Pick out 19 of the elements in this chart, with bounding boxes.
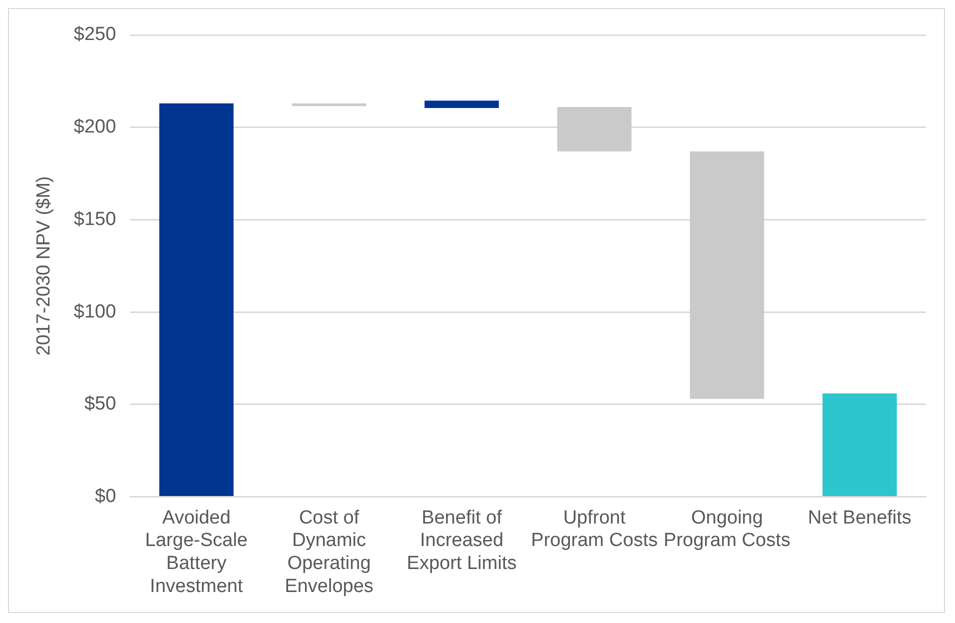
bar bbox=[159, 103, 234, 496]
x-tick-label: Cost of Dynamic Operating Envelopes bbox=[284, 507, 374, 597]
x-tick-label: Net Benefits bbox=[808, 507, 912, 528]
bar bbox=[292, 103, 366, 106]
x-tick-label: Ongoing Program Costs bbox=[664, 507, 790, 552]
bar bbox=[822, 393, 897, 496]
y-tick-label: $150 bbox=[74, 208, 116, 230]
bar bbox=[424, 100, 499, 108]
y-axis-title: 2017-2030 NPV ($M) bbox=[34, 176, 55, 356]
x-tick-label: Avoided Large-Scale Battery Investment bbox=[145, 507, 248, 597]
y-tick-label: $100 bbox=[74, 301, 116, 322]
y-tick-label: $50 bbox=[84, 394, 116, 415]
x-tick-label: Upfront Program Costs bbox=[531, 507, 658, 552]
y-tick-label: $200 bbox=[74, 116, 116, 138]
y-tick-label: $250 bbox=[74, 24, 116, 46]
x-tick-label: Benefit of Increased Export Limits bbox=[406, 507, 517, 574]
bar bbox=[557, 107, 632, 152]
y-tick-label: $0 bbox=[94, 486, 116, 508]
bar bbox=[690, 151, 764, 399]
